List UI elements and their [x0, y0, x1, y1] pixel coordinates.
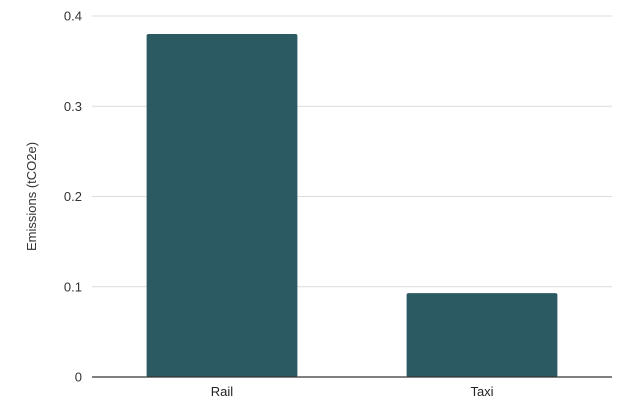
bar-rail	[146, 34, 298, 378]
bar-taxi	[406, 293, 558, 377]
y-tick-label: 0.4	[64, 9, 82, 24]
y-tick-label: 0.3	[64, 99, 82, 114]
y-tick-labels: 0 0.1 0.2 0.3 0.4	[64, 9, 82, 385]
y-tick-label: 0	[75, 370, 82, 385]
y-tick-label: 0.1	[64, 279, 82, 294]
x-category-labels: Rail Taxi	[211, 384, 494, 399]
y-axis-title: Emissions (tCO2e)	[24, 142, 39, 251]
y-tick-label: 0.2	[64, 189, 82, 204]
x-category-label: Rail	[211, 384, 234, 399]
x-category-label: Taxi	[470, 384, 493, 399]
bars	[146, 34, 558, 378]
